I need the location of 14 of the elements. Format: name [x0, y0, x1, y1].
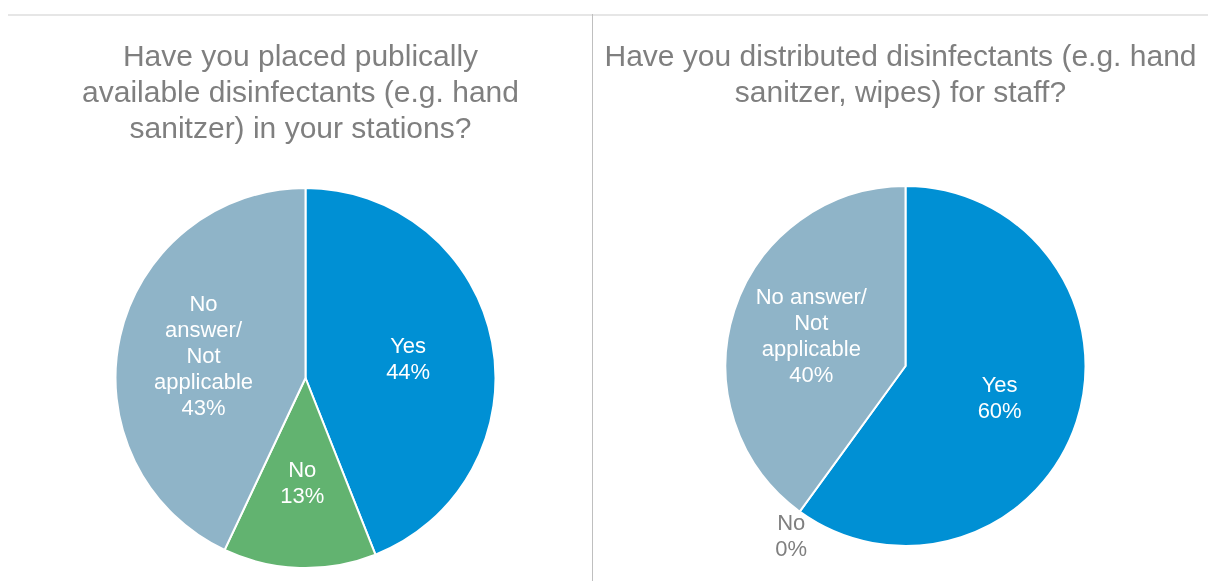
slice-label: Yes: [390, 332, 427, 358]
slice-label: No answer/ Not applicable: [755, 283, 868, 361]
category-label: No: [777, 509, 806, 535]
data-label: 60%: [977, 397, 1022, 423]
data-label: 13%: [280, 482, 325, 508]
chart-title: Have you placed publically available disinfectants (e.g. hand sanitzer) in your stations?: [81, 38, 520, 146]
data-label: 40%: [789, 361, 834, 387]
slice-label: No: [288, 456, 317, 482]
chart-title: Have you distributed disinfectants (e.g. hand sanitzer, wipes) for staff?: [603, 38, 1198, 110]
data-label: 43%: [181, 394, 226, 420]
slice-label: No answer/ Not applicable: [153, 290, 254, 394]
slice-label: Yes: [981, 371, 1018, 397]
data-label: 44%: [386, 358, 431, 384]
text: 0%: [775, 535, 808, 561]
